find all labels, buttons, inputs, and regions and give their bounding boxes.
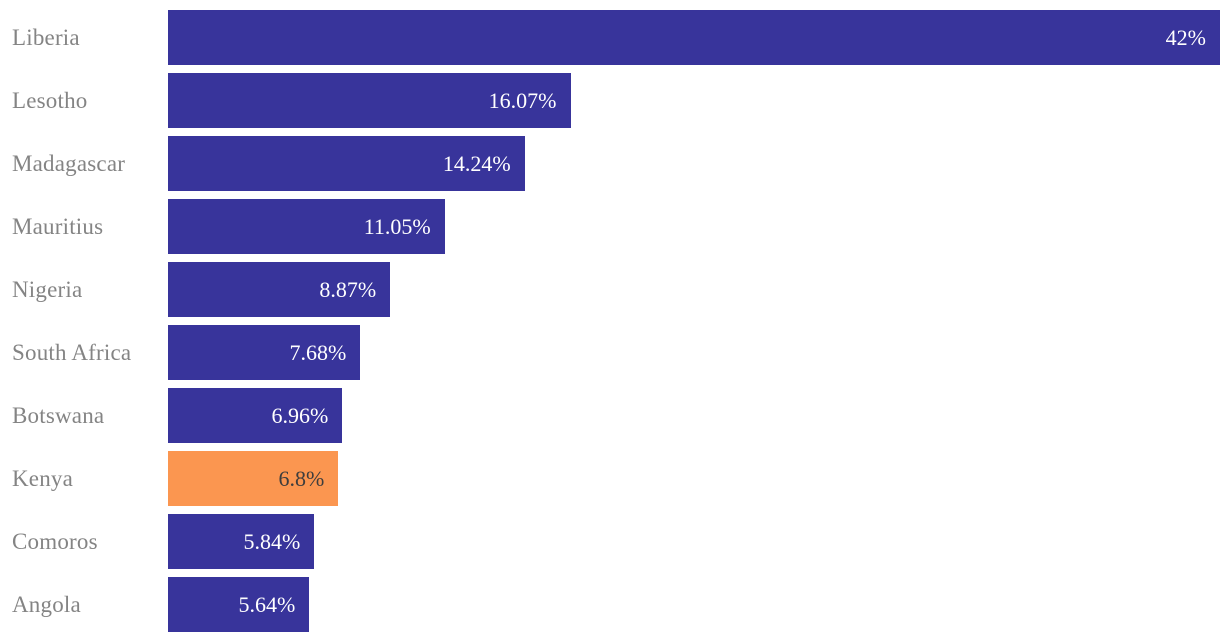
category-label: Kenya [12,465,74,491]
bar-area: 5.84% [168,514,1220,569]
value-label: 42% [1165,24,1206,50]
chart-row: Liberia 42% [0,10,1220,65]
bar-area: 16.07% [168,73,1220,128]
chart-row: Angola 5.64% [0,577,1220,632]
bar-angola[interactable]: 5.64% [168,577,310,632]
chart-row: Botswana 6.96% [0,388,1220,443]
bar-kenya[interactable]: 6.8% [168,451,339,506]
bar-liberia[interactable]: 42% [168,10,1220,65]
bar-area: 14.24% [168,136,1220,191]
category-label: South Africa [12,339,132,365]
category-label: Nigeria [12,276,83,302]
bar-botswana[interactable]: 6.96% [168,388,343,443]
bar-south-africa[interactable]: 7.68% [168,325,361,380]
bar-madagascar[interactable]: 14.24% [168,136,525,191]
chart-row: Kenya 6.8% [0,451,1220,506]
value-label: 7.68% [289,339,347,365]
value-label: 5.64% [238,591,296,617]
bar-area: 11.05% [168,199,1220,254]
category-label: Mauritius [12,213,104,239]
chart-row: Mauritius 11.05% [0,199,1220,254]
bar-area: 8.87% [168,262,1220,317]
bar-lesotho[interactable]: 16.07% [168,73,571,128]
category-label: Madagascar [12,150,126,176]
category-label: Botswana [12,402,105,428]
bar-nigeria[interactable]: 8.87% [168,262,391,317]
chart-row: Lesotho 16.07% [0,73,1220,128]
bar-area: 42% [168,10,1220,65]
value-label: 11.05% [363,213,431,239]
category-label: Angola [12,591,81,617]
bar-comoros[interactable]: 5.84% [168,514,315,569]
value-label: 6.96% [271,402,329,428]
value-label: 6.8% [278,465,325,491]
chart-row: Nigeria 8.87% [0,262,1220,317]
value-label: 8.87% [319,276,377,302]
value-label: 5.84% [243,528,301,554]
chart-row: Madagascar 14.24% [0,136,1220,191]
category-label: Liberia [12,24,80,50]
category-label: Comoros [12,528,98,554]
chart-row: Comoros 5.84% [0,514,1220,569]
value-label: 14.24% [442,150,511,176]
chart-row: South Africa 7.68% [0,325,1220,380]
bar-area: 6.8% [168,451,1220,506]
bar-area: 5.64% [168,577,1220,632]
value-label: 16.07% [488,87,557,113]
category-label: Lesotho [12,87,88,113]
bar-area: 7.68% [168,325,1220,380]
bar-area: 6.96% [168,388,1220,443]
bar-mauritius[interactable]: 11.05% [168,199,445,254]
